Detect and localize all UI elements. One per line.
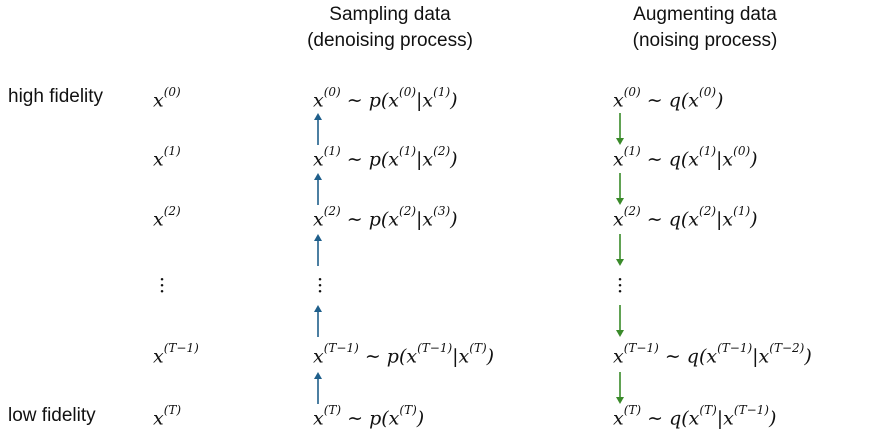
up-arrow-icon [314,234,322,266]
augmenting-header-title: Augmenting data [633,4,777,25]
noise-step-2: x(2) ∼ q(x(2)|x(1)) [613,204,758,231]
denoise-step-T: x(T) ∼ p(x(T)) [313,403,425,430]
vertical-ellipsis-states: · · · [158,267,166,303]
denoise-step-2: x(2) ∼ p(x(2)|x(3)) [313,204,458,231]
state-xT: x(T) [153,403,182,430]
up-arrow-icon [314,113,322,145]
down-arrow-icon [616,113,624,145]
noise-step-T-1: x(T−1) ∼ q(x(T−1)|x(T−2)) [613,341,812,368]
up-arrow-icon [314,173,322,205]
denoise-step-1: x(1) ∼ p(x(1)|x(2)) [313,144,458,171]
up-arrow-icon [314,305,322,337]
noise-step-T: x(T) ∼ q(x(T)|x(T−1)) [613,403,777,430]
denoise-step-T-1: x(T−1) ∼ p(x(T−1)|x(T)) [313,341,495,368]
state-x0: x(0) [153,85,181,112]
state-x2: x(2) [153,204,181,231]
augmenting-header: Augmenting data (noising process) [600,2,810,54]
up-arrow-icon [314,372,322,404]
vertical-ellipsis-noise: · · · [616,267,624,303]
sampling-header-subtitle: (denoising process) [307,30,473,51]
vertical-ellipsis-denoise: · · · [316,267,324,303]
denoise-step-0: x(0) ∼ p(x(0)|x(1)) [313,85,458,112]
noise-step-0: x(0) ∼ q(x(0)) [613,85,724,112]
augmenting-header-subtitle: (noising process) [632,30,778,51]
down-arrow-icon [616,305,624,337]
sampling-header: Sampling data (denoising process) [280,2,500,54]
state-x1: x(1) [153,144,181,171]
noise-step-1: x(1) ∼ q(x(1)|x(0)) [613,144,758,171]
sampling-header-title: Sampling data [329,4,451,25]
state-xT-1: x(T−1) [153,341,199,368]
high-fidelity-label: high fidelity [8,86,104,107]
down-arrow-icon [616,234,624,266]
down-arrow-icon [616,173,624,205]
low-fidelity-label: low fidelity [8,405,96,426]
down-arrow-icon [616,372,624,404]
